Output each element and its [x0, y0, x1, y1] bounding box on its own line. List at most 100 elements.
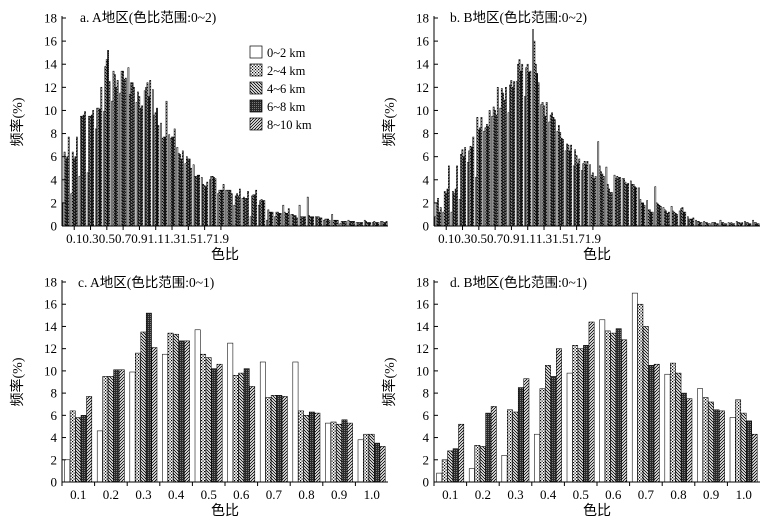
bar: [69, 410, 76, 483]
x-tick-label: 0.5: [201, 487, 217, 502]
bar: [577, 163, 579, 227]
x-tick-label: 0.1: [442, 487, 458, 502]
bar: [181, 150, 184, 227]
bar: [107, 376, 114, 483]
bar: [184, 163, 187, 227]
bar: [460, 154, 462, 227]
bar: [697, 221, 700, 227]
x-tick-label: 1.0: [736, 487, 752, 502]
bar: [540, 104, 543, 227]
bar: [714, 222, 716, 227]
bar: [228, 189, 230, 227]
bar: [229, 189, 232, 227]
bar: [202, 184, 205, 227]
bar: [443, 191, 446, 227]
bar: [727, 222, 730, 227]
bar: [303, 415, 310, 483]
bar: [611, 192, 613, 227]
bar: [138, 96, 141, 227]
chart-title: b. B地区(色比范围:0~2): [450, 9, 587, 25]
bar: [65, 158, 67, 227]
bar: [63, 151, 66, 227]
bar: [518, 59, 521, 227]
bar: [156, 107, 158, 227]
x-tick-label: 0.5: [471, 231, 487, 246]
bar: [510, 80, 513, 227]
bar: [330, 421, 337, 483]
bar: [697, 388, 703, 483]
bar: [232, 375, 239, 483]
bar: [309, 216, 312, 227]
bar: [265, 397, 272, 483]
bar: [512, 411, 519, 483]
bar: [340, 221, 343, 227]
bar: [585, 164, 587, 227]
bar: [511, 87, 514, 227]
bar: [687, 216, 689, 227]
bar: [320, 217, 323, 227]
x-tick-label: 0.1: [70, 487, 86, 502]
bar: [76, 136, 78, 227]
bar: [601, 173, 604, 227]
bar: [703, 221, 706, 227]
bar: [179, 154, 181, 227]
x-tick-label: 0.3: [135, 487, 151, 502]
bar: [559, 132, 562, 227]
y-tick-label: 12: [416, 80, 429, 95]
bar: [373, 221, 376, 227]
bar: [650, 211, 653, 227]
y-axis-label: 频率(%): [381, 97, 398, 146]
bar: [198, 174, 200, 227]
bar: [458, 423, 465, 483]
bar: [525, 67, 528, 227]
bar: [730, 222, 733, 227]
bar: [218, 189, 221, 227]
bar: [153, 114, 156, 227]
bar: [249, 216, 252, 227]
bar: [610, 332, 617, 483]
bar: [145, 87, 147, 227]
bar: [548, 121, 551, 227]
y-tick-label: 8: [51, 126, 58, 141]
legend-swatch: [249, 45, 263, 59]
bar: [539, 388, 546, 483]
bar: [668, 211, 670, 227]
bar: [129, 371, 136, 483]
bar: [745, 222, 748, 227]
x-tick-label: 0.4: [168, 487, 185, 502]
y-tick-label: 6: [423, 149, 430, 164]
bar: [80, 415, 87, 483]
bar: [324, 218, 327, 227]
bar: [103, 111, 105, 227]
bar: [298, 204, 301, 227]
bar: [147, 96, 150, 227]
bar: [619, 177, 621, 227]
bar: [472, 136, 475, 227]
bar: [521, 63, 524, 227]
bar: [96, 430, 103, 483]
bar: [507, 112, 510, 227]
bar: [642, 326, 649, 483]
bar: [567, 144, 570, 227]
bar: [632, 184, 635, 227]
y-tick-label: 18: [44, 11, 57, 26]
bar: [275, 211, 278, 227]
x-tick-label: 0.5: [99, 231, 115, 246]
bar: [363, 219, 366, 227]
bar: [335, 219, 338, 227]
bar: [190, 167, 192, 227]
bar: [643, 204, 646, 227]
bar: [532, 29, 534, 227]
bar: [593, 178, 596, 227]
bar: [647, 209, 650, 227]
bar: [74, 156, 77, 227]
bar: [551, 112, 553, 227]
bar: [646, 200, 648, 227]
bar: [560, 137, 563, 227]
bar: [89, 115, 92, 227]
bar: [722, 222, 725, 227]
bar: [609, 192, 612, 227]
bar: [188, 158, 191, 227]
bar: [574, 149, 577, 227]
bar: [438, 211, 441, 227]
